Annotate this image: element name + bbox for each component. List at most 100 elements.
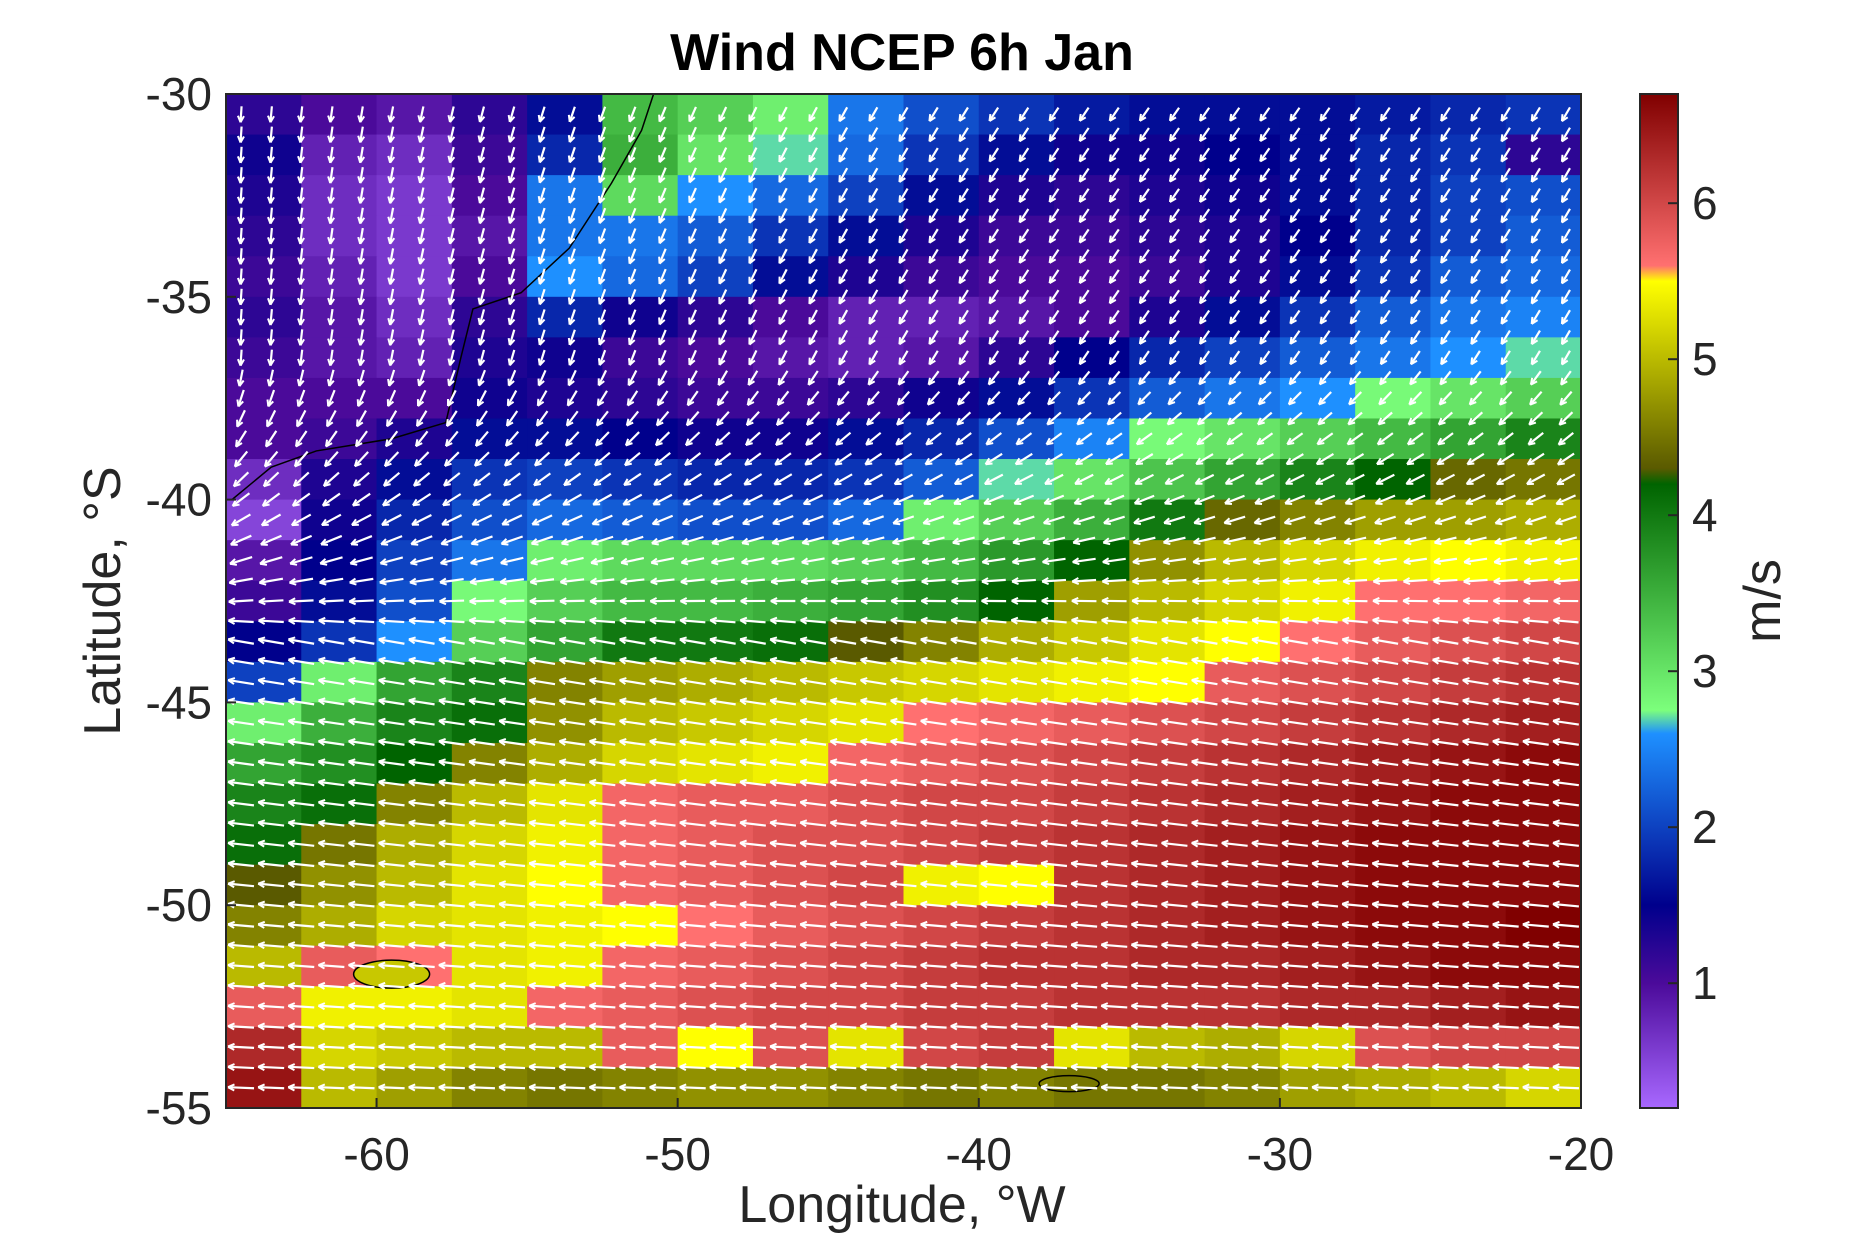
wind-arrow	[532, 493, 552, 506]
wind-arrow-head	[1139, 238, 1147, 244]
wind-arrow	[1078, 208, 1090, 223]
wind-arrow-head	[1223, 541, 1231, 546]
wind-arrow	[438, 780, 465, 787]
wind-arrow-head	[1437, 442, 1446, 446]
wind-arrow-head	[868, 217, 876, 224]
wind-arrow-head	[1257, 421, 1265, 426]
wind-arrow-head	[359, 359, 366, 367]
wind-arrow	[529, 638, 556, 645]
wind-arrow	[356, 410, 367, 427]
heat-cell	[451, 94, 528, 136]
wind-arrow-head	[653, 482, 662, 486]
wind-arrow-head	[1531, 238, 1539, 244]
wind-arrow	[288, 699, 315, 706]
wind-arrow	[499, 678, 526, 686]
wind-arrow-head	[1320, 278, 1328, 284]
wind-arrow	[1043, 494, 1065, 505]
wind-arrow	[628, 228, 637, 244]
wind-arrow	[1048, 167, 1060, 183]
wind-arrow	[529, 719, 556, 726]
wind-arrow-head	[1522, 719, 1530, 726]
wind-arrow	[1440, 309, 1451, 325]
wind-arrow-head	[565, 442, 573, 447]
wind-arrow-head	[440, 562, 448, 566]
wind-arrow	[1497, 432, 1514, 446]
wind-arrow-head	[568, 318, 576, 326]
wind-arrow-head	[415, 442, 423, 448]
wind-arrow-head	[835, 462, 843, 466]
wind-arrow-head	[1191, 619, 1199, 625]
wind-arrow	[1229, 350, 1241, 365]
heat-cell	[978, 134, 1055, 176]
wind-arrow-head	[709, 781, 717, 787]
wind-arrow-head	[709, 740, 717, 746]
wind-arrow-head	[778, 298, 786, 305]
wind-arrow-head	[769, 619, 777, 625]
wind-arrow	[468, 678, 495, 686]
wind-arrow-head	[1410, 217, 1418, 224]
wind-arrow	[1462, 740, 1489, 746]
wind-arrow-head	[1552, 699, 1560, 706]
wind-arrow-head	[269, 338, 275, 346]
wind-arrow	[442, 493, 462, 507]
wind-arrow-head	[501, 542, 509, 546]
wind-arrow-head	[410, 562, 418, 566]
wind-arrow-head	[1132, 580, 1140, 586]
wind-arrow	[802, 515, 824, 525]
wind-arrow-head	[1105, 462, 1113, 466]
wind-arrow	[1494, 536, 1517, 544]
wind-arrow-head	[269, 115, 275, 123]
wind-arrow	[838, 147, 849, 163]
wind-arrow	[469, 619, 495, 624]
wind-arrow	[475, 410, 488, 427]
wind-arrow	[594, 451, 611, 467]
wind-arrow	[389, 349, 395, 366]
wind-arrow	[389, 248, 395, 265]
wind-arrow-head	[1467, 462, 1475, 466]
wind-arrow	[379, 599, 404, 603]
wind-arrow	[478, 187, 486, 204]
wind-arrow-head	[588, 719, 596, 726]
wind-arrow-head	[1500, 258, 1508, 264]
wind-arrow-head	[868, 298, 876, 305]
wind-arrow	[1072, 578, 1097, 583]
wind-arrow-head	[628, 339, 636, 346]
wind-arrow	[988, 208, 1000, 224]
wind-arrow	[896, 390, 911, 406]
wind-arrow	[269, 187, 273, 204]
wind-arrow-head	[679, 719, 687, 726]
wind-arrow	[389, 309, 395, 326]
wind-arrow	[288, 740, 315, 746]
wind-arrow	[739, 638, 766, 645]
heat-cell	[903, 418, 980, 460]
wind-arrow-head	[588, 740, 596, 746]
wind-arrow	[1312, 678, 1339, 686]
wind-arrow-head	[709, 699, 717, 706]
wind-arrow-head	[598, 136, 606, 143]
wind-arrow-head	[359, 338, 366, 346]
wind-arrow	[1191, 619, 1218, 624]
wind-arrow-head	[988, 136, 997, 143]
wind-arrow	[987, 370, 1000, 386]
wind-arrow	[1316, 432, 1334, 446]
wind-arrow	[1078, 269, 1090, 284]
wind-arrow-head	[1072, 541, 1081, 546]
wind-arrow-head	[1497, 462, 1505, 466]
wind-arrow-head	[1164, 502, 1172, 505]
wind-arrow-head	[893, 522, 901, 526]
wind-arrow	[329, 227, 334, 245]
wind-arrow	[1375, 473, 1395, 485]
wind-arrow-head	[299, 156, 305, 164]
wind-arrow-head	[1197, 421, 1205, 426]
wind-arrow	[808, 126, 818, 143]
heat-cell	[677, 418, 754, 460]
wind-arrow-head	[1470, 238, 1478, 244]
wind-arrow	[598, 248, 607, 265]
wind-arrow	[928, 187, 939, 203]
wind-arrow	[1131, 719, 1158, 726]
heat-cell	[828, 94, 905, 136]
wind-arrow-head	[1557, 462, 1565, 466]
wind-arrow	[1138, 330, 1150, 345]
wind-arrow-head	[229, 562, 238, 566]
wind-arrow-head	[619, 740, 627, 746]
